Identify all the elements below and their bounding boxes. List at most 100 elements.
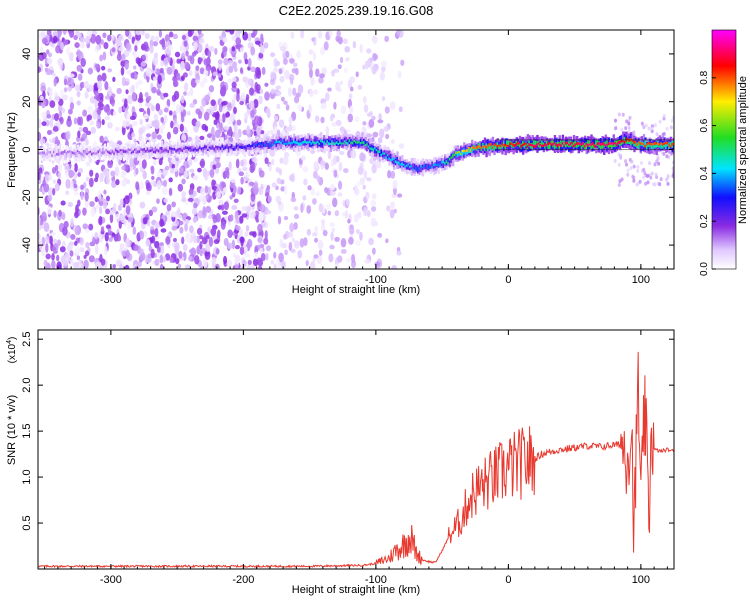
spectrogram-noise-cell <box>625 119 629 124</box>
spectrogram-ridge-cell <box>181 149 185 153</box>
spectrogram-noise-cell <box>241 213 248 218</box>
spectrogram-noise-cell <box>235 158 240 169</box>
spectrogram-noise-cell <box>163 92 169 98</box>
spectrogram-ridge-cell <box>243 146 247 149</box>
spectrogram-noise-cell <box>336 30 341 38</box>
spectrogram-noise-cell <box>372 131 379 138</box>
spectrogram-noise-cell <box>139 118 143 126</box>
spectrogram-ridge-cell <box>232 147 235 151</box>
spectrogram-noise-cell <box>182 72 188 78</box>
spectrogram-noise-cell <box>192 175 199 181</box>
spectrogram-noise-cell <box>636 168 640 173</box>
spectrogram-ridge-cell <box>127 148 131 151</box>
spectrogram-noise-cell <box>57 163 63 173</box>
spectrogram-ridge-cell <box>143 148 146 151</box>
spectrogram-ridge-cell <box>210 146 213 150</box>
spectrogram-ridge-cell <box>553 143 557 150</box>
spectrogram-noise-cell <box>350 86 354 92</box>
spectrogram-noise-cell <box>94 91 100 96</box>
spectrogram-noise-cell <box>116 87 122 95</box>
spectrogram-ridge-cell <box>661 143 665 146</box>
spectrogram-ridge-cell <box>604 144 608 147</box>
spectrogram-noise-cell <box>233 198 239 204</box>
spectrogram-noise-cell <box>103 41 109 50</box>
spectrogram-ridge-cell <box>665 142 668 149</box>
spectrogram-ridge-cell <box>413 166 417 170</box>
spectrogram-ridge-cell <box>113 152 116 155</box>
spectrogram-noise-cell <box>661 132 665 137</box>
spectrogram-noise-cell <box>671 174 674 179</box>
spectrogram-ridge-cell <box>48 151 51 154</box>
spectrogram-ridge-cell <box>587 140 590 146</box>
spectrogram-noise-cell <box>246 205 252 212</box>
spectrogram-noise-cell <box>213 239 220 245</box>
spectrogram-ridge-cell <box>498 144 501 150</box>
spectrogram-noise-cell <box>385 133 390 140</box>
spectrogram-noise-cell <box>82 207 87 216</box>
spectrogram-noise-cell <box>385 238 389 244</box>
spectrogram-ridge-cell <box>461 149 464 153</box>
spectrogram-noise-cell <box>228 161 232 171</box>
spectrogram-ridge-cell <box>669 145 673 148</box>
spectrogram-noise-cell <box>300 155 306 161</box>
spectrogram-noise-cell <box>102 200 108 210</box>
spectrogram-noise-cell <box>199 249 203 257</box>
spectrogram-noise-cell <box>233 106 237 115</box>
spectrogram-ridge-cell <box>310 142 313 145</box>
spectrogram-ridge-cell <box>393 159 396 165</box>
spectrogram-noise-cell <box>368 118 375 128</box>
spectrogram-noise-cell <box>252 231 257 238</box>
spectrogram-noise-cell <box>270 52 276 58</box>
spectrogram-noise-cell <box>159 67 164 74</box>
spectrogram-noise-cell <box>226 259 233 268</box>
spectrogram-noise-cell <box>228 126 233 136</box>
spectrogram-ridge-cell <box>116 150 119 153</box>
spectrogram-ridge-cell <box>383 152 387 155</box>
spectrogram-noise-cell <box>292 62 298 68</box>
spectrogram-noise-cell <box>170 158 177 164</box>
spectrogram-noise-cell <box>359 43 363 54</box>
spectrogram-noise-cell <box>296 50 301 59</box>
spectrogram-noise-cell <box>217 73 222 78</box>
spectrogram-ridge-cell <box>649 142 652 145</box>
spectrogram-noise-cell <box>120 213 126 221</box>
x-tick-label: -300 <box>100 274 122 286</box>
spectrogram-ridge-cell <box>41 151 45 158</box>
spectrogram-ridge-cell <box>62 151 65 154</box>
spectrogram-noise-cell <box>264 192 270 197</box>
spectrogram-noise-cell <box>145 239 151 247</box>
spectrogram-ridge-cell <box>224 146 228 150</box>
spectrogram-ridge-cell <box>89 150 92 153</box>
spectrogram-noise-cell <box>38 118 42 129</box>
spectrogram-noise-cell <box>306 228 312 236</box>
spectrogram-ridge-cell <box>471 146 474 150</box>
spectrogram-noise-cell <box>145 67 152 77</box>
spectrogram-ridge-cell <box>321 140 325 143</box>
spectrogram-noise-cell <box>658 182 662 187</box>
spectrogram-noise-cell <box>64 252 69 259</box>
spectrogram-noise-cell <box>181 236 185 245</box>
spectrogram-noise-cell <box>373 220 379 227</box>
spectrogram-noise-cell <box>160 245 165 255</box>
spectrogram-noise-cell <box>356 228 360 235</box>
spectrogram-ridge-cell <box>167 150 170 153</box>
snr-plot-area <box>38 330 674 569</box>
spectrogram-noise-cell <box>288 87 292 97</box>
spectrogram-noise-cell <box>340 105 347 115</box>
spectrogram-noise-cell <box>138 80 143 85</box>
spectrogram-ridge-cell <box>161 147 164 154</box>
spectrogram-ridge-cell <box>170 147 173 154</box>
spectrogram-noise-cell <box>669 125 673 130</box>
spectrogram-noise-cell <box>366 48 372 54</box>
spectrogram-ridge-cell <box>464 149 468 156</box>
spectrogram-ridge-cell <box>534 144 538 148</box>
spectrogram-ridge-cell <box>405 164 409 167</box>
spectrogram-noise-cell <box>189 87 194 96</box>
spectrogram-noise-cell <box>205 205 212 213</box>
spectrogram-noise-cell <box>319 46 326 56</box>
spectrogram-ridge-cell <box>191 149 194 152</box>
spectrogram-noise-cell <box>291 191 296 200</box>
spectrogram-noise-cell <box>66 118 72 128</box>
spectrogram-ridge-cell <box>270 143 274 148</box>
spectrogram-ridge-cell <box>603 142 606 146</box>
